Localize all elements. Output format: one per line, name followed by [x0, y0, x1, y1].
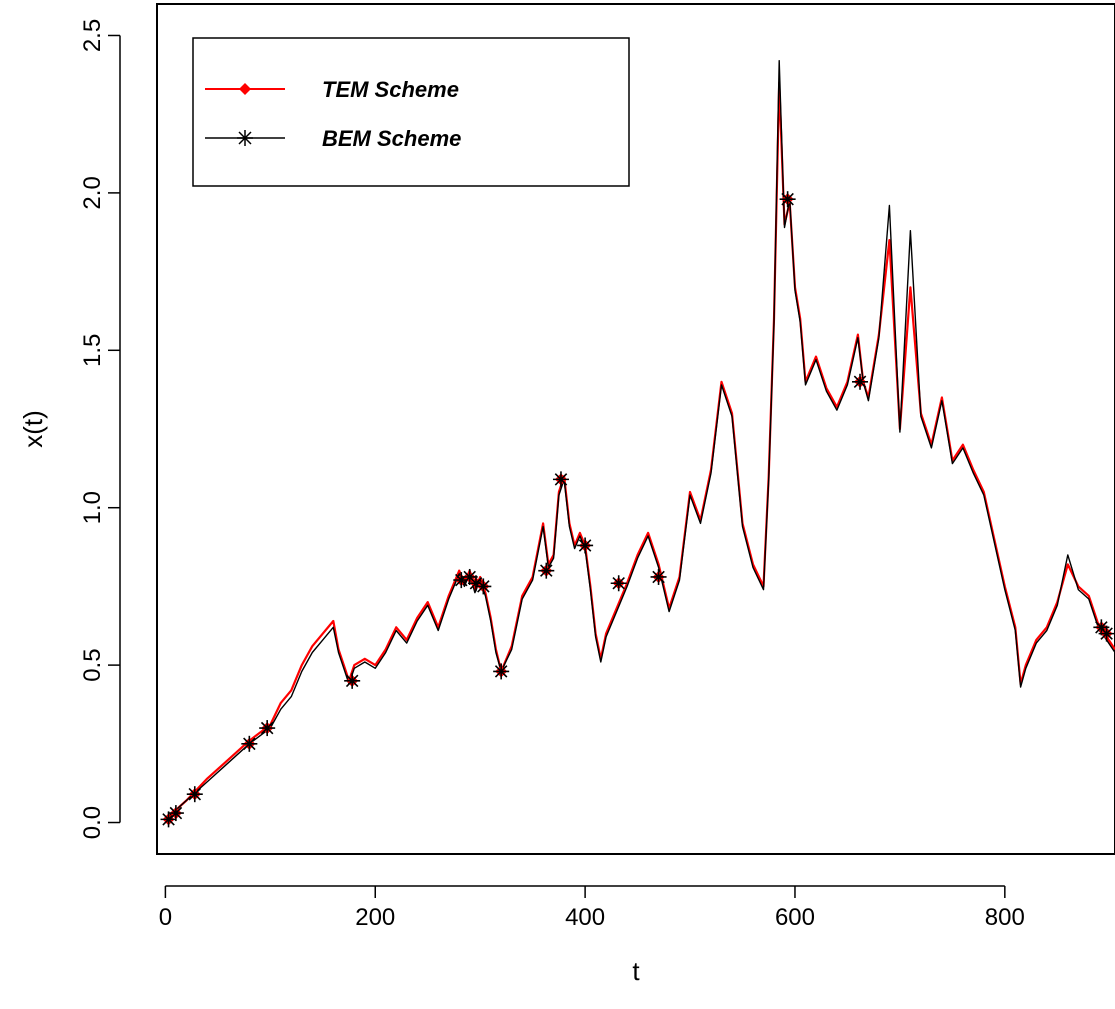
x-tick-label: 0 — [159, 904, 172, 931]
y-tick-label: 1.0 — [79, 491, 106, 524]
data-marker — [610, 575, 627, 592]
plot-frame — [156, 3, 1115, 855]
data-marker — [650, 568, 667, 585]
legend-marker-bem — [237, 130, 253, 146]
data-marker — [344, 672, 361, 689]
data-marker — [779, 191, 796, 208]
x-tick-label: 200 — [355, 904, 395, 931]
series-line-bem — [164, 60, 1115, 820]
data-marker — [493, 663, 510, 680]
series-line-tem — [164, 81, 1115, 821]
series-layer — [164, 60, 1115, 821]
legend-marker-tem — [239, 83, 251, 95]
data-marker — [259, 720, 276, 737]
legend-label-bem: BEM Scheme — [322, 126, 461, 151]
y-tick-label: 2.0 — [79, 176, 106, 209]
data-marker — [852, 373, 869, 390]
y-axis-title: x(t) — [18, 410, 48, 448]
y-tick-label: 0.5 — [79, 648, 106, 681]
data-marker — [538, 562, 555, 579]
x-tick-label: 400 — [565, 904, 605, 931]
data-marker — [167, 805, 184, 822]
y-tick-label: 0.0 — [79, 806, 106, 839]
data-marker — [1098, 625, 1115, 642]
legend-label-tem: TEM Scheme — [322, 77, 459, 102]
marker-layer — [160, 191, 1115, 828]
axis-layer: 0 200 400 600 800 0.0 0.5 1.0 1.5 2.0 2.5 — [79, 19, 1025, 931]
x-tick-label: 800 — [985, 904, 1025, 931]
y-tick-label: 2.5 — [79, 19, 106, 52]
legend: TEM Scheme BEM Scheme — [192, 37, 630, 187]
data-marker — [186, 786, 203, 803]
x-axis-title: t — [632, 956, 640, 986]
x-tick-label: 600 — [775, 904, 815, 931]
data-marker — [577, 537, 594, 554]
data-marker — [552, 471, 569, 488]
y-tick-label: 1.5 — [79, 334, 106, 367]
legend-box — [192, 37, 630, 187]
data-marker — [241, 735, 258, 752]
data-marker — [475, 578, 492, 595]
